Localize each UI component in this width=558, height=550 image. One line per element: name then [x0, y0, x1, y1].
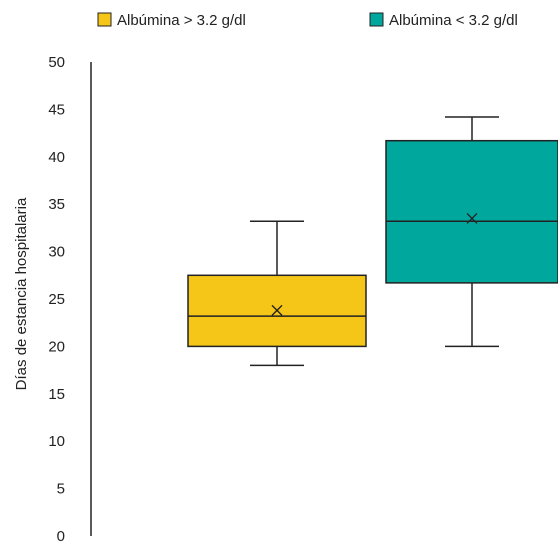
y-tick-label: 5 — [57, 481, 65, 498]
y-tick-label: 25 — [48, 291, 65, 308]
y-tick-label: 15 — [48, 386, 65, 403]
mean-marker — [271, 304, 283, 316]
box-iqr — [385, 139, 558, 284]
y-tick-label: 20 — [48, 338, 65, 355]
box-group — [187, 220, 367, 367]
y-tick-label: 35 — [48, 196, 65, 213]
y-axis-ticks: 0 5 10 15 20 25 30 35 40 45 50 — [48, 54, 65, 545]
legend-swatch — [369, 12, 384, 27]
legend: Albúmina > 3.2 g/dl Albúmina < 3.2 g/dl — [97, 12, 518, 29]
y-tick-label: 10 — [48, 433, 65, 450]
y-tick-label: 50 — [48, 54, 65, 71]
legend-label: Albúmina > 3.2 g/dl — [117, 12, 246, 29]
y-axis-label: Días de estancia hospitalaria — [13, 197, 30, 390]
mean-marker — [466, 212, 478, 224]
legend-label: Albúmina < 3.2 g/dl — [389, 12, 518, 29]
box-group — [385, 116, 558, 348]
plot-area — [187, 116, 558, 367]
y-tick-label: 30 — [48, 244, 65, 261]
y-tick-label: 40 — [48, 149, 65, 166]
y-tick-label: 45 — [48, 101, 65, 118]
y-tick-label: 0 — [57, 528, 65, 545]
legend-swatch — [97, 12, 112, 27]
